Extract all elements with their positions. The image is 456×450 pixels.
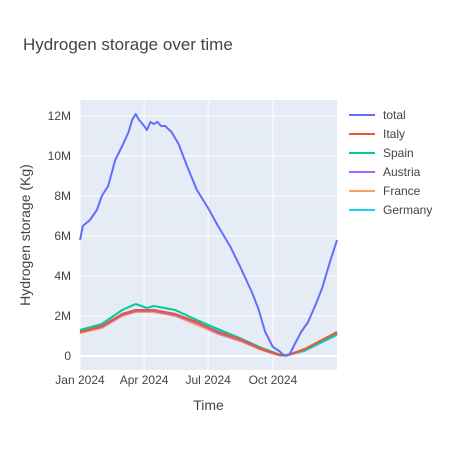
y-tick-label: 2M <box>54 309 71 323</box>
legend-item-spain[interactable]: Spain <box>349 146 414 160</box>
y-tick-label: 6M <box>54 229 71 243</box>
legend-label: France <box>383 184 421 198</box>
series-line-total <box>79 113 338 357</box>
legend-item-total[interactable]: total <box>349 108 406 122</box>
legend-item-austria[interactable]: Austria <box>349 165 421 179</box>
y-tick-label: 10M <box>48 149 71 163</box>
legend[interactable]: total Italy Spain Austria France Germany <box>349 108 432 217</box>
y-tick-label: 12M <box>48 109 71 123</box>
y-tick-label: 4M <box>54 269 71 283</box>
legend-item-france[interactable]: France <box>349 184 421 198</box>
x-axis-title: Time <box>193 397 224 413</box>
legend-label: Italy <box>383 127 405 141</box>
legend-item-germany[interactable]: Germany <box>349 203 432 217</box>
x-tick-label: Jul 2024 <box>185 373 231 387</box>
legend-label: total <box>383 108 406 122</box>
x-tick-label: Apr 2024 <box>120 373 169 387</box>
x-tick-label: Oct 2024 <box>249 373 298 387</box>
y-axis-ticks: 0 2M 4M 6M 8M 10M 12M <box>48 109 72 363</box>
legend-label: Austria <box>383 165 421 179</box>
chart-title: Hydrogen storage over time <box>23 35 233 54</box>
x-axis-ticks: Jan 2024 Apr 2024 Jul 2024 Oct 2024 <box>55 373 297 387</box>
y-tick-label: 0 <box>64 349 71 363</box>
series-layer <box>79 113 338 357</box>
legend-item-italy[interactable]: Italy <box>349 127 405 141</box>
y-tick-label: 8M <box>54 189 71 203</box>
x-tick-label: Jan 2024 <box>55 373 105 387</box>
y-axis-title: Hydrogen storage (Kg) <box>17 164 33 306</box>
legend-label: Spain <box>383 146 414 160</box>
legend-label: Germany <box>383 203 432 217</box>
